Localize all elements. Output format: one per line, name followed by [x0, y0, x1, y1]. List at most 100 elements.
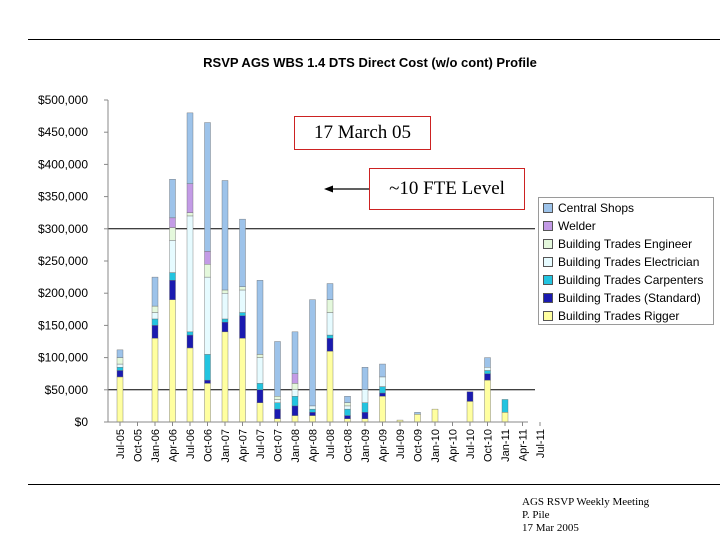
top-rule — [28, 39, 720, 40]
bar-segment — [256, 389, 264, 403]
bar-segment — [361, 389, 369, 403]
bar-segment — [379, 363, 386, 378]
bar-segment — [361, 412, 369, 419]
x-tick-label: Jul-10 — [465, 429, 477, 459]
y-tick-label: $450,000 — [38, 125, 88, 139]
bar-segment — [116, 349, 124, 358]
bar-segment — [169, 272, 176, 281]
legend-item-electrician: Building Trades Electrician — [543, 253, 699, 271]
bottom-rule — [28, 484, 720, 485]
bar-segment — [291, 331, 299, 374]
x-tick-label: Oct-06 — [203, 429, 215, 462]
legend-swatch — [543, 311, 553, 321]
bar-segment — [169, 280, 176, 300]
x-tick-label: Jul-06 — [185, 429, 197, 459]
x-tick-label: Apr-08 — [308, 429, 320, 462]
legend-swatch — [543, 203, 553, 213]
legend-swatch — [543, 239, 553, 249]
x-tick-label: Jul-08 — [325, 429, 337, 459]
bar-segment — [414, 414, 421, 423]
bar-segment — [186, 183, 194, 213]
bar-segment — [344, 408, 351, 416]
x-tick-label: Jul-11 — [535, 429, 547, 458]
bar-segment — [116, 376, 124, 423]
bar-segment — [274, 341, 281, 397]
bar-segment — [309, 405, 316, 410]
bar-segment — [239, 218, 246, 287]
bar-segment — [221, 289, 229, 294]
bar-segment — [431, 408, 439, 423]
x-tick-label: Oct-10 — [483, 429, 495, 462]
bar-segment — [501, 412, 509, 423]
footer-author: P. Pile — [522, 509, 550, 521]
bar-segment — [309, 412, 316, 416]
bar-segment — [169, 240, 176, 273]
bar-segment — [256, 280, 264, 355]
bar-segment — [361, 402, 369, 413]
y-tick-label: $150,000 — [38, 318, 88, 332]
x-tick-label: Jan-06 — [150, 429, 162, 463]
y-tick-label: $200,000 — [38, 286, 88, 300]
x-tick-label: Oct-08 — [343, 429, 355, 462]
bar-segment — [116, 367, 124, 371]
bar-segment — [116, 357, 124, 365]
chart-legend: Central Shops Welder Building Trades Eng… — [538, 197, 714, 325]
legend-label: Central Shops — [558, 201, 635, 215]
bar-segment — [256, 402, 264, 423]
bar-segment — [484, 379, 491, 423]
fte-level-callout: ~10 FTE Level — [369, 168, 525, 210]
x-tick-label: Apr-06 — [168, 429, 180, 462]
bar-segment — [204, 354, 211, 381]
bar-segment — [221, 321, 229, 333]
footer: AGS RSVP Weekly Meeting P. Pile 17 Mar 2… — [522, 496, 649, 535]
bar-segment — [151, 276, 159, 307]
bar-segment — [221, 180, 229, 291]
bar-segment — [361, 367, 369, 391]
bar-segment — [169, 299, 176, 423]
bar-segment — [466, 401, 474, 423]
bar-segment — [256, 357, 264, 384]
bar-segment — [484, 370, 491, 374]
bar-segment — [256, 383, 264, 390]
footer-meeting: AGS RSVP Weekly Meeting — [522, 496, 650, 508]
bar-segment — [186, 215, 194, 333]
bar-segment — [291, 373, 299, 384]
bar-segment — [116, 363, 124, 368]
y-tick-label: $350,000 — [38, 190, 88, 204]
y-tick-label: $0 — [75, 415, 89, 429]
bar-segment — [274, 408, 281, 419]
bar-segment — [484, 373, 491, 381]
bar-segment — [379, 376, 386, 387]
bar-segment — [186, 334, 194, 349]
x-tick-label: Jan-11 — [500, 429, 512, 462]
footer-date: 17 Mar 2005 — [522, 522, 579, 534]
bar-segment — [326, 350, 334, 423]
bar-segment — [291, 415, 299, 423]
legend-label: Building Trades Engineer — [558, 237, 693, 251]
bar-segment — [379, 386, 386, 394]
x-tick-label: Jan-08 — [290, 429, 302, 463]
bar-segment — [326, 334, 334, 339]
x-tick-label: Jul-09 — [395, 429, 407, 459]
bar-segment — [326, 299, 334, 313]
bar-segment — [204, 264, 211, 278]
bar-segment — [204, 276, 211, 355]
date-callout: 17 March 05 — [294, 116, 431, 150]
legend-item-carpenters: Building Trades Carpenters — [543, 271, 703, 289]
y-tick-label: $250,000 — [38, 254, 88, 268]
legend-swatch — [543, 257, 553, 267]
bar-segment — [151, 325, 159, 339]
legend-item-rigger: Building Trades Rigger — [543, 307, 679, 325]
bar-segment — [256, 354, 264, 358]
bar-segment — [116, 370, 124, 378]
bar-segment — [344, 396, 351, 403]
bar-segment — [186, 331, 194, 336]
bar-segment — [274, 399, 281, 403]
x-tick-label: Jan-09 — [360, 429, 372, 463]
bar-segment — [484, 357, 491, 368]
bar-segment — [309, 408, 316, 413]
legend-label: Building Trades Rigger — [558, 309, 680, 323]
bar-segment — [414, 412, 421, 415]
bar-segment — [274, 396, 281, 400]
